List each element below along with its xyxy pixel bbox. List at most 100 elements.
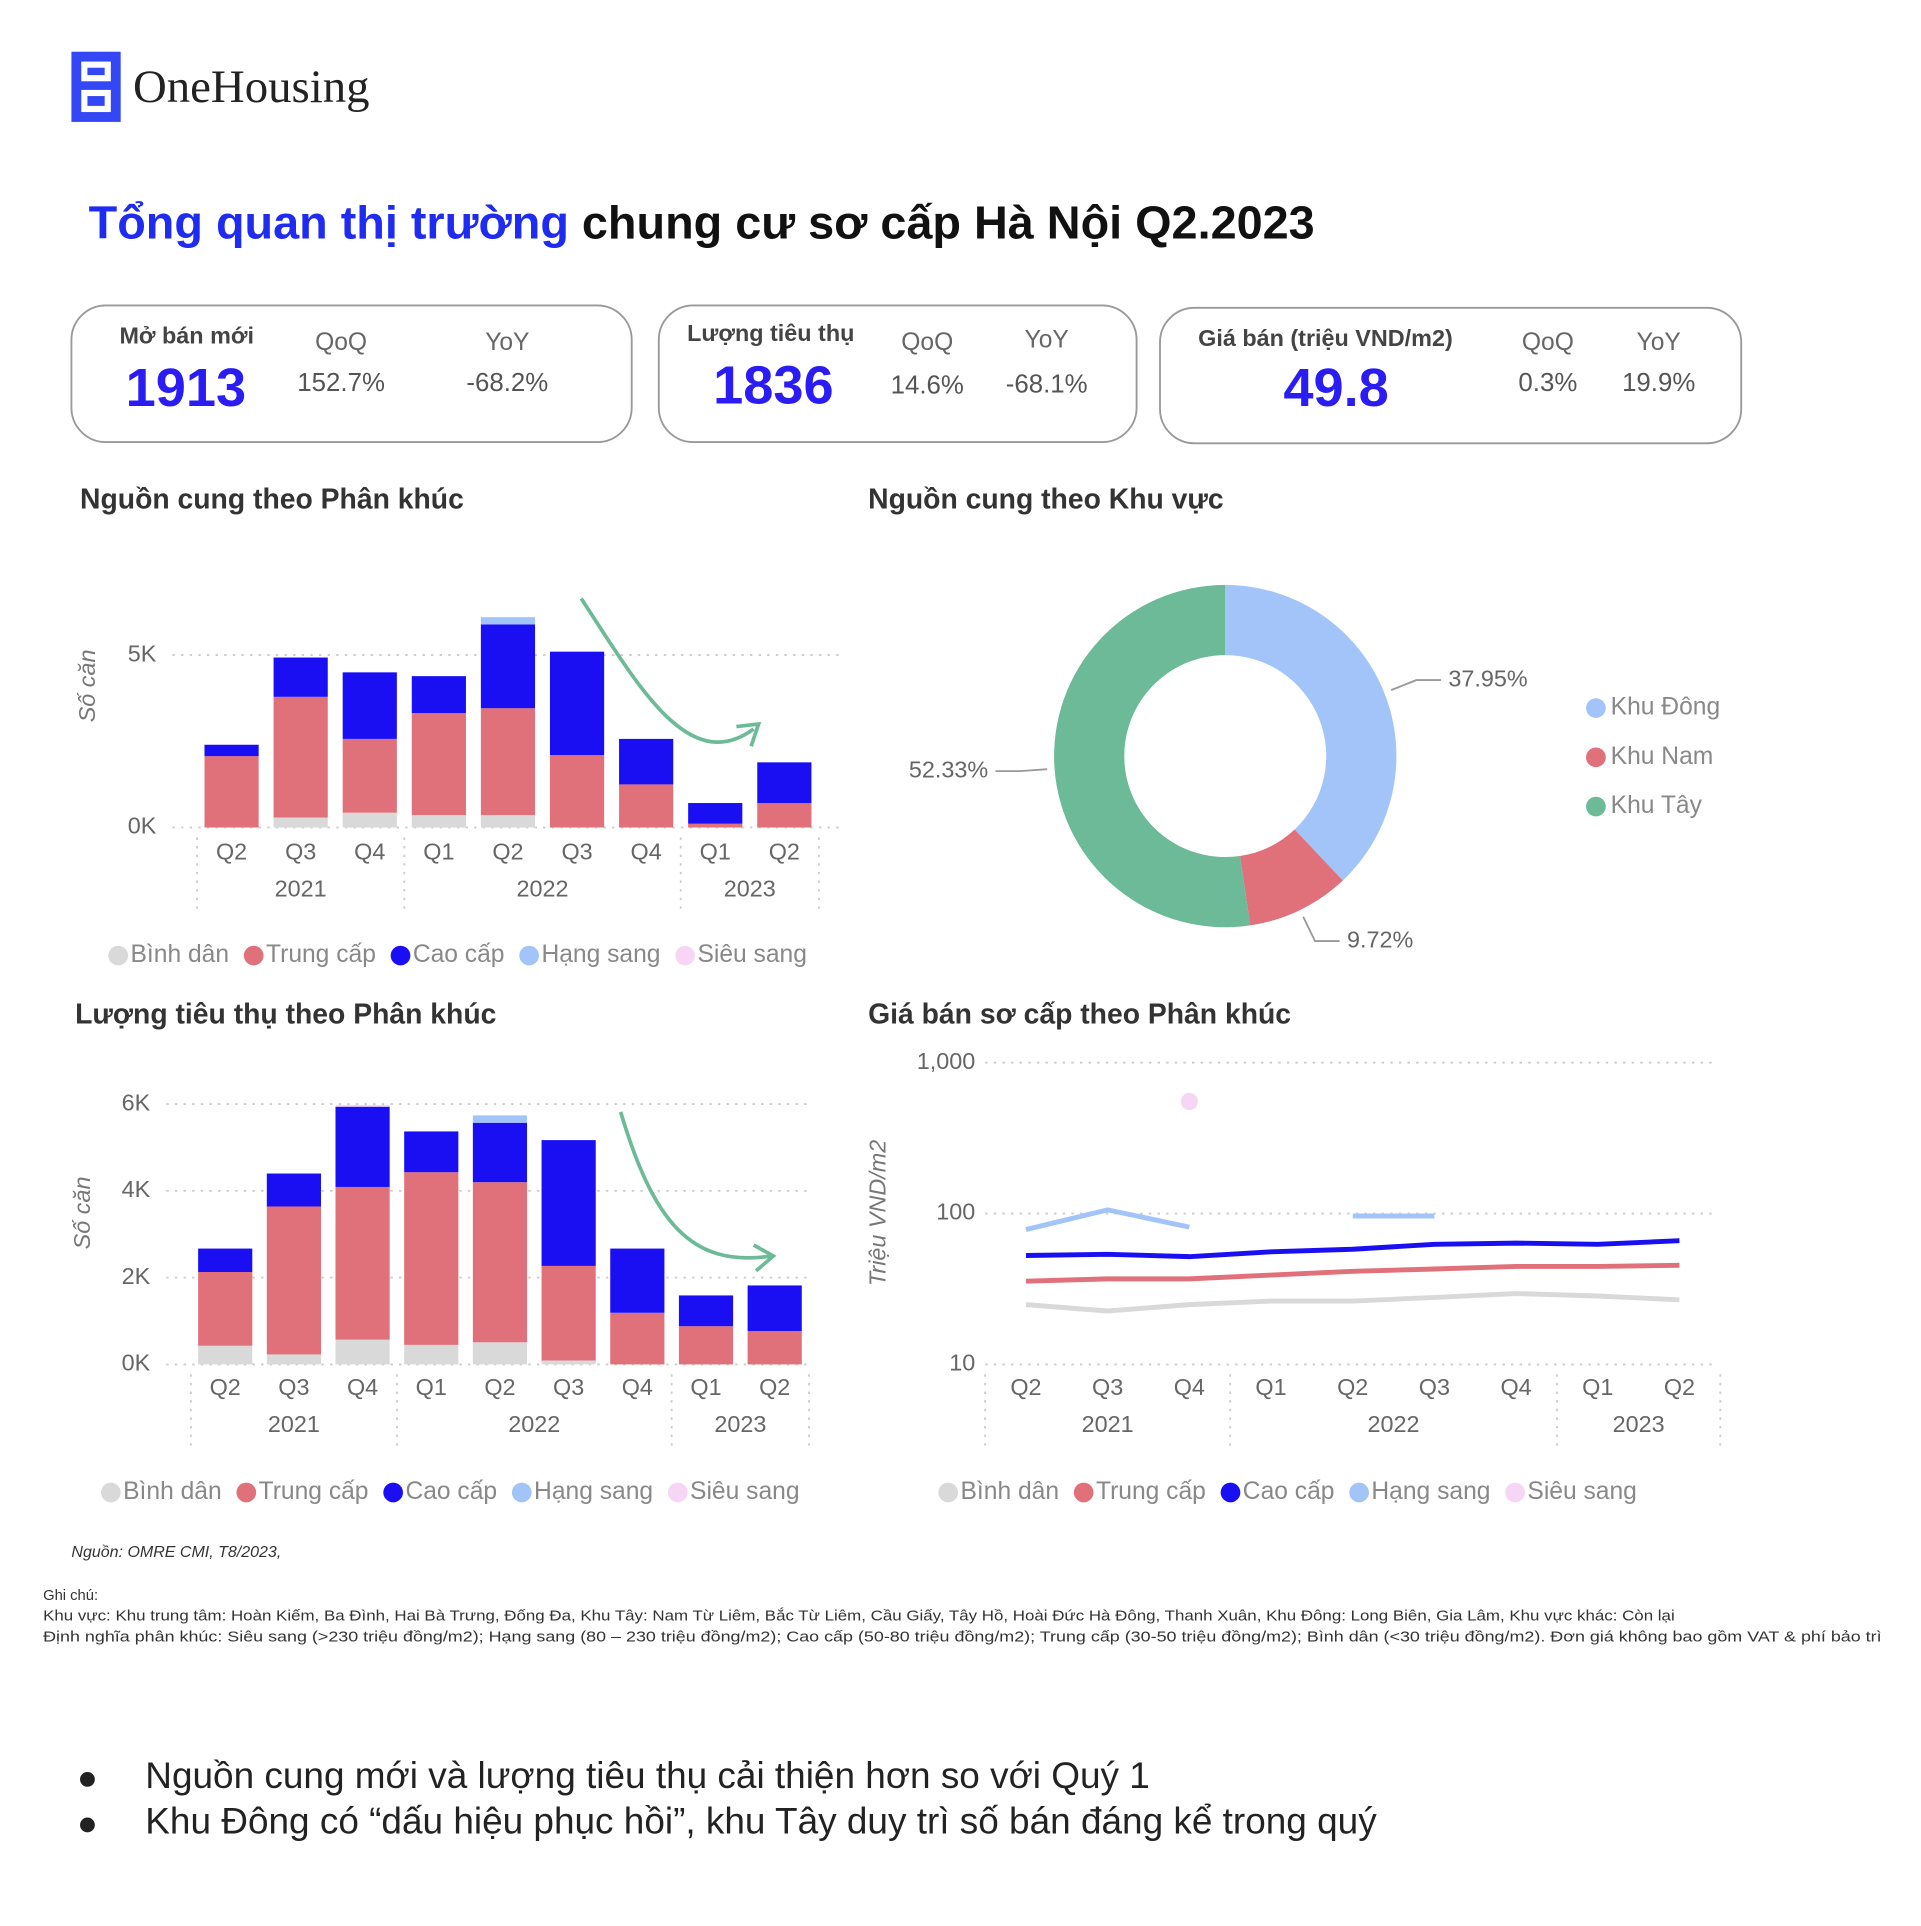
kpi-value: 1913 bbox=[126, 358, 247, 418]
logo-icon bbox=[87, 96, 105, 106]
legend-label: Khu Nam bbox=[1611, 743, 1714, 770]
data-point bbox=[1180, 1092, 1198, 1111]
legend-swatch bbox=[675, 945, 695, 966]
y-tick-label: 1,000 bbox=[917, 1048, 976, 1074]
legend-label: Hạng sang bbox=[534, 1478, 653, 1505]
y-tick-label: 100 bbox=[936, 1199, 975, 1225]
bar-segment bbox=[342, 812, 397, 828]
legend-swatch bbox=[519, 945, 539, 966]
legend-swatch bbox=[1586, 747, 1606, 768]
kpi-value: 49.8 bbox=[1283, 358, 1388, 418]
x-group-label: 2023 bbox=[1613, 1411, 1665, 1437]
bar-segment bbox=[204, 756, 259, 828]
chart-title: Nguồn cung theo Khu vực bbox=[868, 484, 1224, 516]
qoq-value: 0.3% bbox=[1518, 369, 1577, 397]
x-tick-label: Q3 bbox=[285, 839, 316, 865]
yoy-label: YoY bbox=[1637, 329, 1681, 356]
bar-segment bbox=[541, 1265, 596, 1361]
bar-segment bbox=[472, 1342, 528, 1365]
x-tick-label: Q1 bbox=[1582, 1374, 1613, 1400]
bar-segment bbox=[335, 1104, 390, 1107]
x-tick-label: Q2 bbox=[492, 839, 523, 865]
bar-segment bbox=[404, 1172, 459, 1345]
series-line bbox=[1025, 1291, 1680, 1314]
x-tick-label: Q4 bbox=[1500, 1374, 1531, 1400]
bar-segment bbox=[541, 1140, 596, 1266]
data-label: 37.95% bbox=[1448, 665, 1527, 691]
bar-segment bbox=[472, 1182, 528, 1343]
x-tick-label: Q3 bbox=[561, 839, 592, 865]
bar-segment bbox=[335, 1186, 390, 1340]
x-group-label: 2021 bbox=[268, 1411, 320, 1437]
kpi-value: 1836 bbox=[713, 355, 834, 415]
x-tick-label: Q2 bbox=[210, 1374, 241, 1400]
donut-slice bbox=[1239, 829, 1343, 926]
bar-segment bbox=[757, 762, 812, 804]
legend-label: Bình dân bbox=[961, 1478, 1060, 1505]
x-tick-label: Q2 bbox=[759, 1374, 790, 1400]
trend-arrow bbox=[579, 597, 777, 1273]
bar-segment bbox=[273, 696, 328, 818]
qoq-value: 14.6% bbox=[891, 371, 964, 399]
card-frame bbox=[1159, 306, 1743, 445]
bar-segment bbox=[204, 744, 259, 757]
bullet-dot bbox=[80, 1817, 95, 1833]
bar-segment bbox=[342, 738, 397, 813]
note-line: Định nghĩa phân khúc: Siêu sang (>230 tr… bbox=[43, 1630, 1881, 1646]
x-group-label: 2023 bbox=[714, 1411, 766, 1437]
legend-label: Siêu sang bbox=[697, 941, 806, 968]
yoy-value: -68.2% bbox=[466, 369, 548, 397]
legend-label: Trung cấp bbox=[1096, 1478, 1206, 1505]
bullet-text: Khu Đông có “dấu hiệu phục hồi”, khu Tây… bbox=[145, 1800, 1377, 1841]
bar-segment bbox=[541, 1360, 596, 1365]
page-title: Tổng quan thị trường chung cư sơ cấp Hà … bbox=[89, 197, 1315, 249]
brand: OneHousing bbox=[133, 61, 370, 113]
x-tick-label: Q2 bbox=[216, 839, 247, 865]
yoy-label: YoY bbox=[1025, 327, 1069, 354]
arrow-head bbox=[736, 721, 762, 747]
legend-swatch bbox=[667, 1482, 688, 1503]
bar-segment bbox=[335, 1339, 390, 1365]
legend-label: Trung cấp bbox=[266, 941, 376, 968]
bar-segment bbox=[678, 1295, 734, 1327]
arrow-head bbox=[752, 1243, 777, 1273]
data-label: 52.33% bbox=[909, 756, 988, 782]
legend-swatch bbox=[108, 945, 129, 966]
kpi-card: Giá bán (triệu VND/m2) 49.8 QoQ 0.3% YoY… bbox=[1159, 306, 1743, 445]
x-tick-label: Q4 bbox=[354, 839, 385, 865]
legend-label: Bình dân bbox=[131, 941, 230, 968]
y-tick-label: 2K bbox=[122, 1263, 151, 1289]
series-line bbox=[1025, 1207, 1190, 1232]
y-tick-label: 10 bbox=[949, 1350, 975, 1376]
bullet-dot bbox=[80, 1771, 95, 1787]
x-tick-label: Q2 bbox=[1337, 1374, 1368, 1400]
bar-segment bbox=[266, 1206, 321, 1355]
bar-segment bbox=[610, 1312, 665, 1365]
y-tick-label: 5K bbox=[128, 640, 157, 666]
yoy-value: 19.9% bbox=[1622, 369, 1695, 397]
legend-swatch bbox=[100, 1482, 121, 1503]
x-tick-label: Q1 bbox=[416, 1374, 447, 1400]
bar-segment bbox=[480, 624, 536, 709]
bar-segment bbox=[678, 1326, 734, 1365]
bar-segment bbox=[757, 803, 812, 828]
y-tick-label: 6K bbox=[122, 1089, 151, 1115]
charts: Nguồn cung theo Phân khúc Số căn 0K 5K Q2 Q3 Q… bbox=[69, 484, 1722, 1505]
legend-swatch bbox=[1349, 1482, 1369, 1503]
chart-title: Lượng tiêu thụ theo Phân khúc bbox=[75, 998, 496, 1030]
legend-swatch bbox=[243, 945, 264, 966]
kpi-label: Mở bán mới bbox=[119, 323, 254, 349]
kpi-card: Mở bán mới 1913 QoQ 152.7% YoY -68.2% bbox=[70, 304, 633, 443]
arrow-curve bbox=[618, 1111, 772, 1260]
x-tick-label: Q4 bbox=[631, 839, 662, 865]
legend-swatch bbox=[1505, 1482, 1525, 1503]
legend-label: Hạng sang bbox=[541, 941, 660, 968]
bar-segment bbox=[480, 815, 536, 828]
bar-segment bbox=[688, 823, 743, 828]
logo-icon bbox=[87, 67, 105, 76]
legend-label: Bình dân bbox=[123, 1478, 222, 1505]
logo: OneHousing bbox=[71, 51, 370, 122]
y-tick-label: 0K bbox=[122, 1350, 151, 1376]
bar-segment bbox=[411, 676, 466, 714]
donut-slice bbox=[1054, 584, 1251, 928]
